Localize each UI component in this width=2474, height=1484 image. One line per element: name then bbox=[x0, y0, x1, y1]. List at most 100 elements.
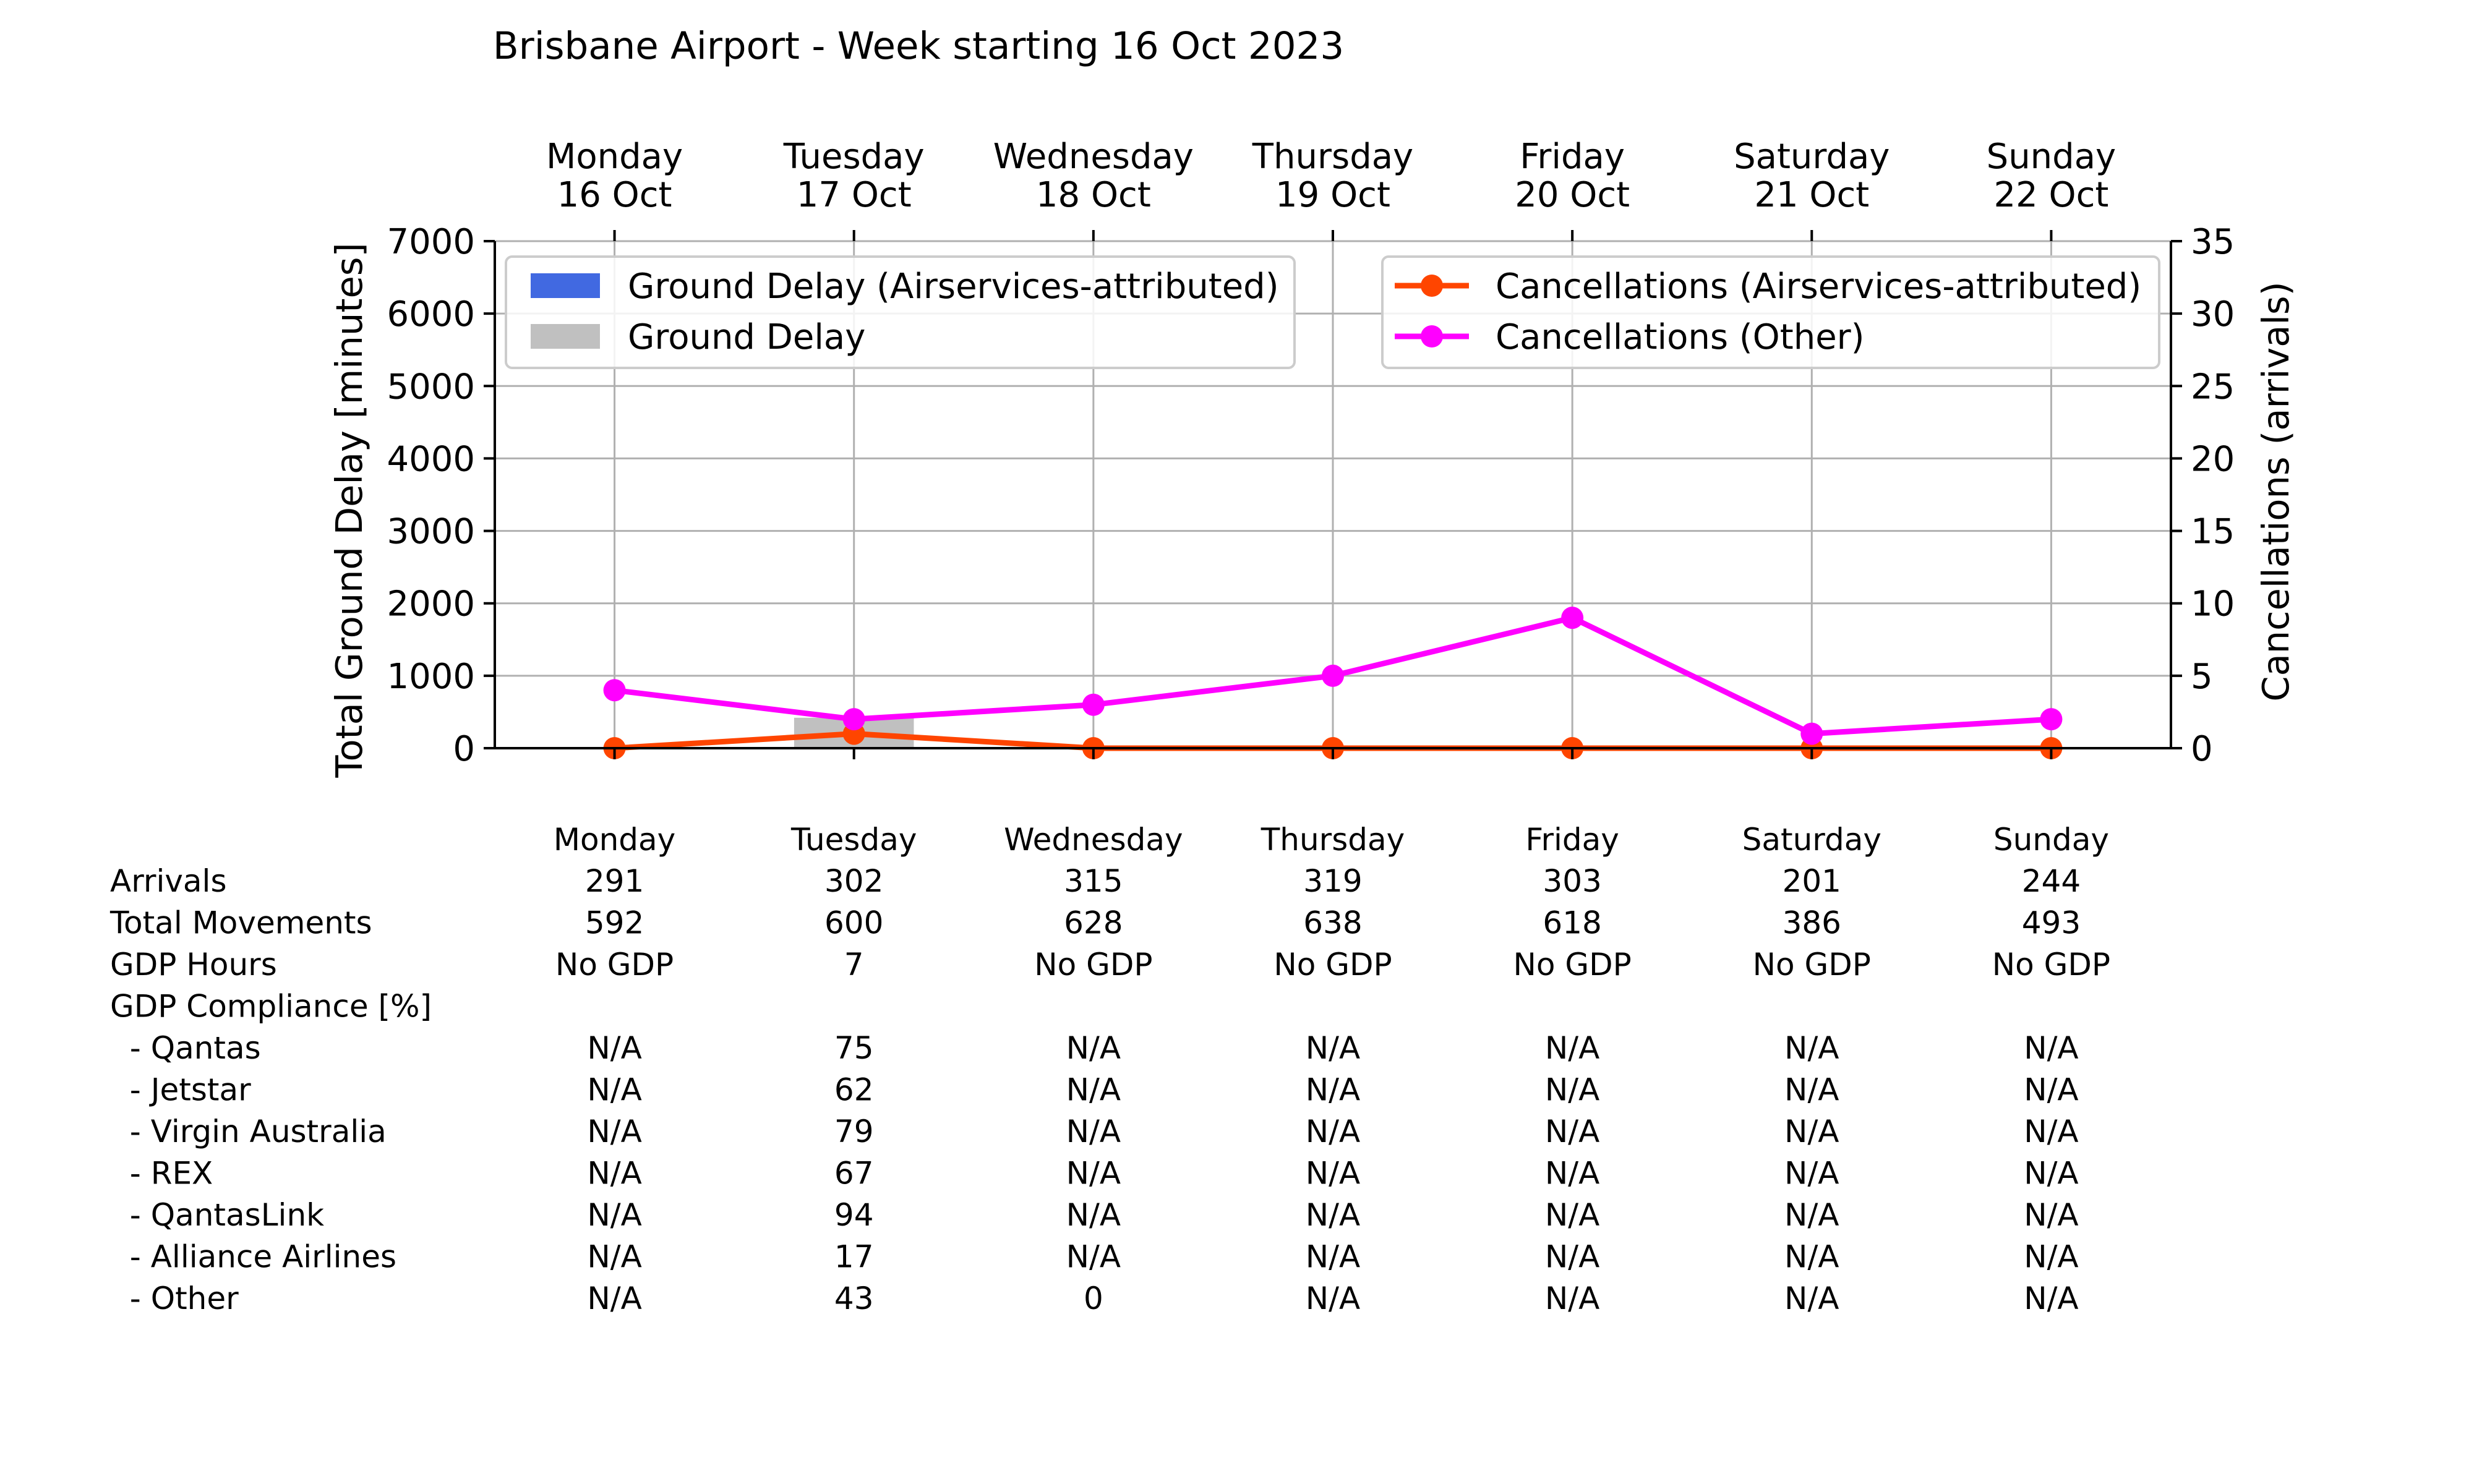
table-cell: 43 bbox=[834, 1281, 874, 1316]
table-cell: N/A bbox=[1545, 1156, 1599, 1192]
table-row-label: - Qantas bbox=[110, 1030, 261, 1066]
table-cell: 302 bbox=[824, 863, 883, 899]
table-cell: N/A bbox=[1545, 1072, 1599, 1108]
y-tick-left-label: 0 bbox=[453, 729, 475, 769]
y-tick-right-label: 30 bbox=[2191, 294, 2235, 335]
table-day-header: Friday bbox=[1525, 822, 1619, 858]
table-cell: N/A bbox=[2024, 1030, 2078, 1066]
table-cell: N/A bbox=[1784, 1239, 1839, 1275]
top-day-label: Saturday bbox=[1734, 137, 1890, 177]
table-cell: N/A bbox=[1066, 1030, 1121, 1066]
table-cell: N/A bbox=[587, 1114, 641, 1149]
table-cell: 201 bbox=[1783, 863, 1841, 899]
table-cell: N/A bbox=[1545, 1281, 1599, 1316]
point-cancellations-other bbox=[1800, 722, 1823, 745]
table-cell: No GDP bbox=[1992, 947, 2110, 983]
legend-box bbox=[505, 255, 1296, 369]
top-date-label: 19 Oct bbox=[1275, 175, 1390, 215]
y-tick-left-label: 1000 bbox=[387, 657, 475, 697]
top-day-label: Wednesday bbox=[993, 137, 1194, 177]
table-cell: N/A bbox=[1784, 1114, 1839, 1149]
table-cell: N/A bbox=[1784, 1281, 1839, 1316]
table-cell: N/A bbox=[2024, 1197, 2078, 1233]
chart-title: Brisbane Airport - Week starting 16 Oct … bbox=[493, 24, 1344, 68]
table-cell: N/A bbox=[1784, 1030, 1839, 1066]
y-tick-right-label: 15 bbox=[2191, 512, 2235, 552]
table-day-header: Monday bbox=[554, 822, 675, 858]
table-row-label: Total Movements bbox=[109, 905, 372, 941]
table-day-header: Sunday bbox=[1993, 822, 2109, 858]
legend-cancellations: Cancellations (Airservices-attributed) Ca… bbox=[1381, 255, 2160, 369]
table-cell: No GDP bbox=[1273, 947, 1392, 983]
table-cell: N/A bbox=[587, 1156, 641, 1192]
table-cell: N/A bbox=[587, 1239, 641, 1275]
table-cell: N/A bbox=[1306, 1156, 1360, 1192]
table-cell: No GDP bbox=[1513, 947, 1631, 983]
table-cell: 17 bbox=[834, 1239, 874, 1275]
table-row-label: - Jetstar bbox=[110, 1072, 251, 1108]
top-date-label: 18 Oct bbox=[1036, 175, 1151, 215]
legend-swatch bbox=[531, 273, 600, 298]
table-cell: 7 bbox=[844, 947, 864, 983]
table-cell: 303 bbox=[1543, 863, 1601, 899]
table-cell: 0 bbox=[1084, 1281, 1103, 1316]
table-cell: N/A bbox=[1066, 1156, 1121, 1192]
table-day-header: Thursday bbox=[1261, 822, 1405, 858]
top-date-label: 22 Oct bbox=[1993, 175, 2108, 215]
point-cancellations-other bbox=[603, 679, 626, 702]
tick-labels: 0 1000 2000 3000 4000 5000 6000 7000 0 5 10 15 20 25 3… bbox=[387, 222, 2235, 769]
table-cell: 319 bbox=[1303, 863, 1362, 899]
table-cell: N/A bbox=[1784, 1197, 1839, 1233]
table-cell: N/A bbox=[1306, 1030, 1360, 1066]
table-row-label: Arrivals bbox=[110, 863, 227, 899]
table-cell: N/A bbox=[1545, 1030, 1599, 1066]
y-tick-right-label: 35 bbox=[2191, 222, 2235, 262]
table-cell: N/A bbox=[1066, 1072, 1121, 1108]
table-cell: N/A bbox=[2024, 1072, 2078, 1108]
y-tick-right-label: 0 bbox=[2191, 729, 2213, 769]
table-cell: N/A bbox=[1306, 1239, 1360, 1275]
point-cancellations-other bbox=[842, 708, 865, 731]
table-cell: 600 bbox=[824, 905, 883, 941]
y-axis-left-label: Total Ground Delay [minutes] bbox=[328, 242, 370, 778]
table-cell: N/A bbox=[1306, 1114, 1360, 1149]
table-cell: 75 bbox=[834, 1030, 874, 1066]
table-cell: 62 bbox=[834, 1072, 874, 1108]
table-row-label: - REX bbox=[110, 1156, 213, 1192]
point-cancellations-other bbox=[1561, 607, 1584, 629]
top-day-label: Monday bbox=[546, 137, 683, 177]
table-cell: N/A bbox=[1545, 1239, 1599, 1275]
table-cell: N/A bbox=[587, 1197, 641, 1233]
top-date-label: 17 Oct bbox=[797, 175, 912, 215]
y-tick-left-label: 2000 bbox=[387, 584, 475, 625]
table-row-label: - Virgin Australia bbox=[110, 1114, 387, 1149]
table-cell: N/A bbox=[1066, 1239, 1121, 1275]
table-cell: N/A bbox=[2024, 1239, 2078, 1275]
axes bbox=[484, 230, 2182, 759]
legend-ground-delay: Ground Delay (Airservices-attributed) Gro… bbox=[505, 255, 1296, 369]
top-date-label: 20 Oct bbox=[1515, 175, 1630, 215]
table-cell: N/A bbox=[1545, 1114, 1599, 1149]
table-cell: 628 bbox=[1064, 905, 1123, 941]
table-day-header: Tuesday bbox=[790, 822, 917, 858]
y-tick-right-label: 20 bbox=[2191, 439, 2235, 479]
table-row-label: - Other bbox=[110, 1281, 239, 1316]
y-tick-left-label: 4000 bbox=[387, 439, 475, 479]
table-row-label: - Alliance Airlines bbox=[110, 1239, 396, 1275]
top-day-label: Friday bbox=[1520, 137, 1625, 177]
table-row-label: GDP Compliance [%] bbox=[110, 989, 432, 1025]
table-cell: N/A bbox=[587, 1072, 641, 1108]
table-cell: N/A bbox=[2024, 1156, 2078, 1192]
table-cell: 79 bbox=[834, 1114, 874, 1149]
table-cell: N/A bbox=[1784, 1072, 1839, 1108]
legend-marker bbox=[1421, 325, 1443, 348]
table-cell: N/A bbox=[2024, 1114, 2078, 1149]
legend-label: Ground Delay bbox=[628, 317, 865, 357]
table-cell: No GDP bbox=[555, 947, 674, 983]
table-cell: No GDP bbox=[1034, 947, 1152, 983]
legend-marker bbox=[1421, 275, 1443, 297]
table-cell: 493 bbox=[2022, 905, 2081, 941]
